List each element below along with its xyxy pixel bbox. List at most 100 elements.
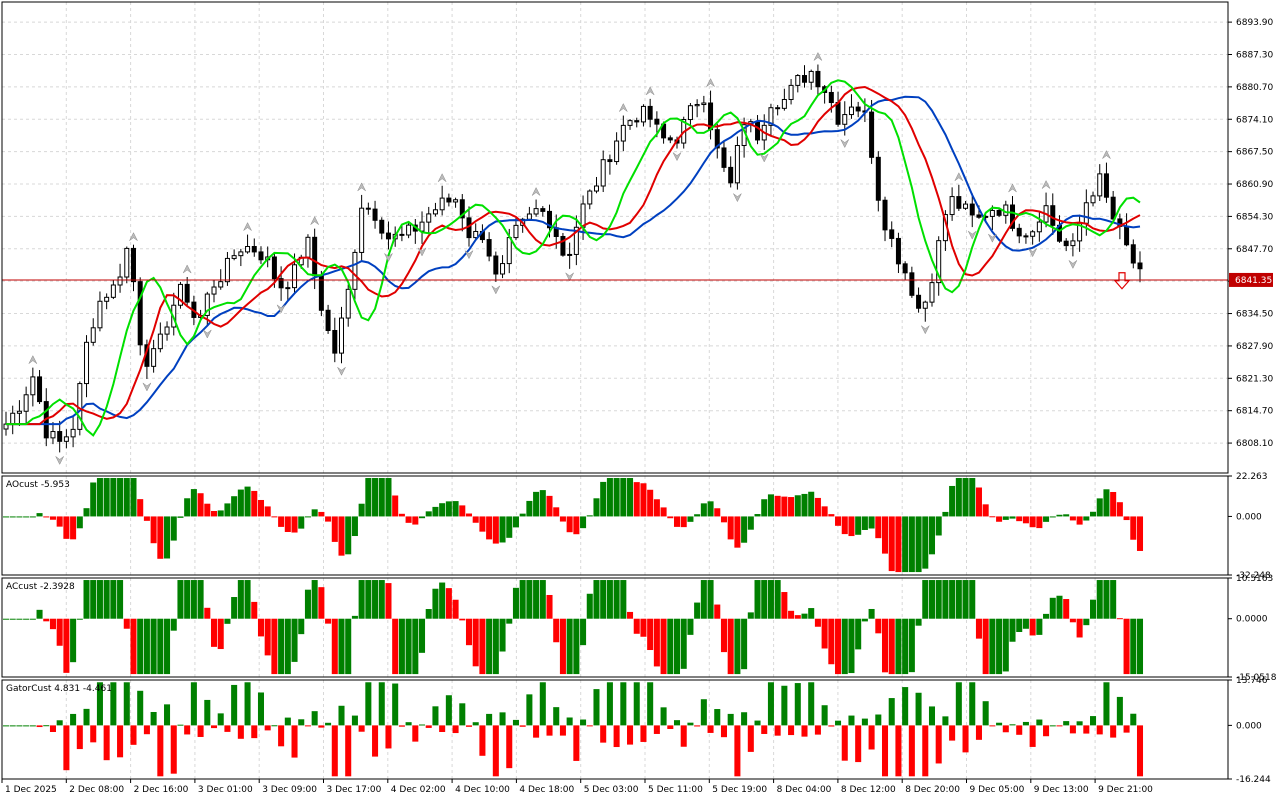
candle[interactable] xyxy=(989,209,995,217)
candle[interactable] xyxy=(104,296,110,302)
candle[interactable] xyxy=(875,156,881,201)
candle[interactable] xyxy=(540,208,546,212)
candle[interactable] xyxy=(755,121,761,141)
candle[interactable] xyxy=(848,106,854,116)
candle[interactable] xyxy=(969,203,975,216)
candle[interactable] xyxy=(278,278,284,289)
candle[interactable] xyxy=(500,263,506,275)
candle[interactable] xyxy=(258,251,264,261)
candle[interactable] xyxy=(211,286,217,295)
candle[interactable] xyxy=(1036,221,1042,233)
candle[interactable] xyxy=(781,98,787,109)
candle[interactable] xyxy=(110,284,116,298)
gator-pane[interactable] xyxy=(2,682,1144,777)
candle[interactable] xyxy=(506,237,512,265)
candle[interactable] xyxy=(117,276,123,286)
candle[interactable] xyxy=(1070,240,1076,247)
candle[interactable] xyxy=(1103,173,1109,198)
price-pane[interactable] xyxy=(2,51,1228,465)
candle[interactable] xyxy=(245,246,251,253)
candle[interactable] xyxy=(956,196,962,209)
candle[interactable] xyxy=(325,309,331,331)
candle[interactable] xyxy=(84,341,90,385)
candle[interactable] xyxy=(694,104,700,107)
candle[interactable] xyxy=(70,428,76,438)
candle[interactable] xyxy=(795,75,801,86)
candle[interactable] xyxy=(10,412,16,425)
candle[interactable] xyxy=(929,282,935,303)
candle[interactable] xyxy=(50,431,56,439)
ao-pane[interactable] xyxy=(2,478,1144,573)
candle[interactable] xyxy=(882,199,888,231)
candle[interactable] xyxy=(634,120,640,123)
candle[interactable] xyxy=(815,70,821,88)
candle[interactable] xyxy=(432,209,438,215)
candle[interactable] xyxy=(728,166,734,184)
candle[interactable] xyxy=(292,264,298,289)
candle[interactable] xyxy=(238,251,244,257)
candle[interactable] xyxy=(332,329,338,354)
candle[interactable] xyxy=(151,348,157,367)
candle[interactable] xyxy=(620,124,626,142)
candle[interactable] xyxy=(1023,235,1029,238)
candle[interactable] xyxy=(687,105,693,121)
candle[interactable] xyxy=(855,106,861,112)
candle[interactable] xyxy=(916,294,922,309)
candle[interactable] xyxy=(909,272,915,296)
candle[interactable] xyxy=(419,221,425,232)
candle[interactable] xyxy=(345,288,351,319)
candle[interactable] xyxy=(828,91,834,104)
candle[interactable] xyxy=(130,247,136,283)
candle[interactable] xyxy=(593,185,599,192)
candle[interactable] xyxy=(547,210,553,229)
candle[interactable] xyxy=(714,129,720,149)
candle[interactable] xyxy=(285,287,291,290)
candle[interactable] xyxy=(768,107,774,126)
candle[interactable] xyxy=(473,230,479,239)
candle[interactable] xyxy=(318,275,324,311)
candle[interactable] xyxy=(963,203,969,209)
candle[interactable] xyxy=(734,145,740,184)
candle[interactable] xyxy=(204,293,210,316)
candle[interactable] xyxy=(1097,173,1103,197)
candle[interactable] xyxy=(97,300,103,329)
candle[interactable] xyxy=(1050,205,1056,226)
candle[interactable] xyxy=(177,283,183,306)
candle[interactable] xyxy=(1110,196,1116,220)
candle[interactable] xyxy=(526,213,532,220)
candle[interactable] xyxy=(406,224,412,236)
candle[interactable] xyxy=(359,207,365,253)
candle[interactable] xyxy=(573,226,579,255)
candle[interactable] xyxy=(157,333,163,350)
candle[interactable] xyxy=(63,436,69,442)
candle[interactable] xyxy=(775,107,781,110)
candle[interactable] xyxy=(23,394,29,412)
candle[interactable] xyxy=(567,253,573,256)
candle[interactable] xyxy=(339,317,345,354)
candle[interactable] xyxy=(493,255,499,275)
candle[interactable] xyxy=(459,199,465,219)
candle[interactable] xyxy=(439,197,445,211)
candle[interactable] xyxy=(922,301,928,309)
candle[interactable] xyxy=(305,236,311,258)
ac-pane[interactable] xyxy=(2,580,1144,675)
candle[interactable] xyxy=(580,203,586,228)
candle[interactable] xyxy=(667,137,673,141)
candle[interactable] xyxy=(486,239,492,257)
candle[interactable] xyxy=(16,410,22,414)
candle[interactable] xyxy=(164,326,170,335)
candle[interactable] xyxy=(1063,240,1069,247)
candle[interactable] xyxy=(1137,262,1143,270)
candle[interactable] xyxy=(218,281,224,288)
candle[interactable] xyxy=(372,208,378,221)
candle[interactable] xyxy=(399,233,405,236)
candle[interactable] xyxy=(90,327,96,343)
candle[interactable] xyxy=(137,281,143,346)
candle[interactable] xyxy=(895,237,901,265)
candle[interactable] xyxy=(271,256,277,280)
candle[interactable] xyxy=(587,190,593,205)
candle[interactable] xyxy=(788,84,794,100)
candle[interactable] xyxy=(453,199,459,203)
candle[interactable] xyxy=(224,257,230,283)
